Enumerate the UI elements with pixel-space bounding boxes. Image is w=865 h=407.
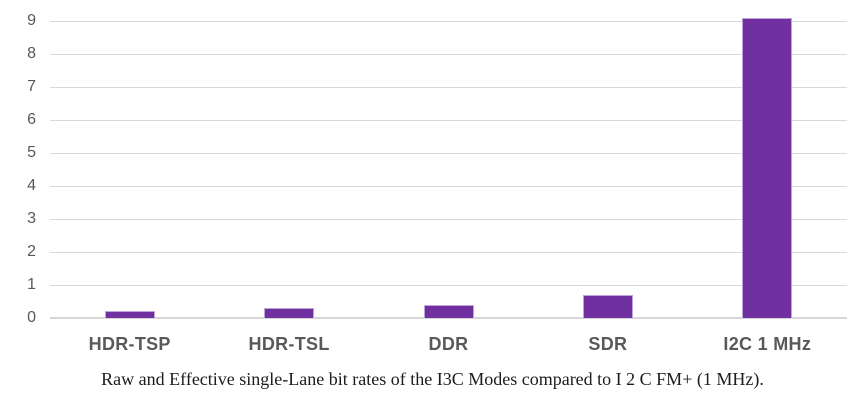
gridline-3 — [50, 219, 847, 220]
y-tick-label-1: 1 — [27, 276, 36, 293]
gridline-2 — [50, 252, 847, 253]
gridline-4 — [50, 186, 847, 187]
y-tick-label-6: 6 — [27, 111, 36, 128]
gridline-9 — [50, 21, 847, 22]
gridline-8 — [50, 54, 847, 55]
x-tick-label-hdr-tsp: HDR-TSP — [88, 334, 171, 354]
y-tick-label-2: 2 — [27, 243, 36, 260]
x-tick-label-i2c-1-mhz: I2C 1 MHz — [723, 334, 812, 354]
figure-caption: Raw and Effective single-Lane bit rates … — [101, 369, 764, 389]
y-tick-label-5: 5 — [27, 144, 36, 161]
bar-sdr — [582, 294, 633, 318]
bar-hdr-tsl — [264, 308, 315, 318]
gridline-7 — [50, 87, 847, 88]
plot-area: 0 1 2 3 4 5 6 7 8 9 HDR-TSP HDR-TSL DDR SDR I2C 1 MHz — [27, 12, 847, 354]
x-tick-label-ddr: DDR — [428, 334, 469, 354]
bar-ddr — [423, 304, 474, 318]
gridline-5 — [50, 153, 847, 154]
gridline-6 — [50, 120, 847, 121]
bar-hdr-tsp — [104, 311, 155, 318]
y-tick-label-7: 7 — [27, 78, 36, 95]
y-tick-label-4: 4 — [27, 177, 36, 194]
bar-i2c-1-mhz — [742, 17, 793, 318]
y-tick-label-0: 0 — [27, 309, 36, 326]
gridline-0 — [50, 317, 847, 319]
x-tick-label-hdr-tsl: HDR-TSL — [248, 334, 330, 354]
y-tick-label-9: 9 — [27, 12, 36, 29]
y-tick-label-3: 3 — [27, 210, 36, 227]
gridline-1 — [50, 285, 847, 286]
x-tick-label-sdr: SDR — [588, 334, 628, 354]
y-tick-label-8: 8 — [27, 45, 36, 62]
